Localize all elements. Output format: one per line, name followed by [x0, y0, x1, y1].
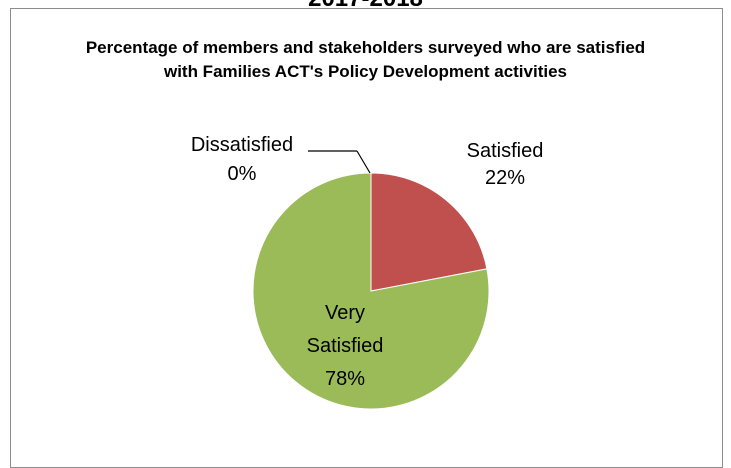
slice-label-very-satisfied-line1: Very	[325, 302, 365, 324]
slice-label-satisfied-name: Satisfied	[467, 140, 544, 162]
pie-slice-satisfied	[370, 172, 488, 292]
slice-label-very-satisfied-line2: Satisfied	[307, 335, 384, 357]
leader-line	[356, 150, 371, 174]
slice-label-very-satisfied-value: 78%	[325, 368, 365, 390]
slice-label-dissatisfied-value: 0%	[228, 163, 257, 185]
slice-label-satisfied-value: 22%	[485, 167, 525, 189]
slice-label-dissatisfied-name: Dissatisfied	[191, 134, 293, 156]
pie-chart: Satisfied 22% Dissatisfied 0% Very Satis…	[191, 134, 544, 410]
chart-title: Percentage of members and stakeholders s…	[85, 38, 646, 81]
top-caption: 2017-2018	[0, 0, 731, 11]
pie-slice-very-satisfied	[252, 172, 490, 410]
